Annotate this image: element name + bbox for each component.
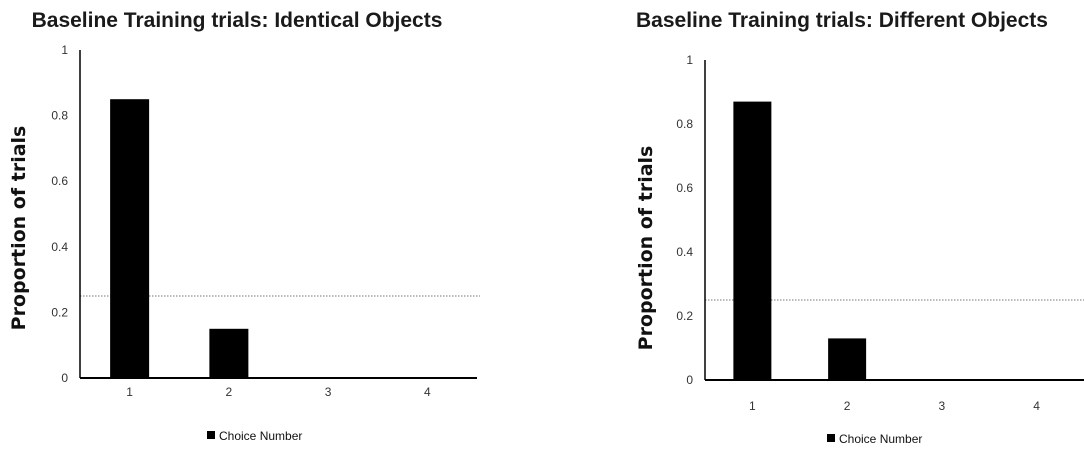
bar-choice-1 bbox=[110, 99, 150, 378]
legend-swatch bbox=[827, 434, 835, 442]
y-tick-label: 0.2 bbox=[51, 305, 68, 319]
y-tick-label: 0.2 bbox=[676, 309, 693, 323]
y-axis-label: Proportion of trials bbox=[635, 146, 657, 351]
legend-swatch bbox=[207, 431, 215, 439]
chart-different-objects: Baseline Training trials: Different Obje… bbox=[635, 9, 1084, 446]
chart-identical-objects: Baseline Training trials: Identical Obje… bbox=[8, 9, 480, 443]
x-tick-label: 1 bbox=[749, 399, 756, 413]
x-tick-label: 2 bbox=[844, 399, 851, 413]
y-tick-label: 0 bbox=[61, 371, 68, 385]
bar-choice-2 bbox=[828, 338, 867, 380]
legend-label: Choice Number bbox=[219, 429, 302, 443]
x-tick-label: 3 bbox=[939, 399, 946, 413]
x-tick-label: 3 bbox=[325, 385, 332, 399]
y-axis-label: Proportion of trials bbox=[8, 126, 30, 331]
bar-choice-1 bbox=[733, 101, 772, 380]
chart-title: Baseline Training trials: Different Obje… bbox=[636, 9, 1048, 32]
chart-title: Baseline Training trials: Identical Obje… bbox=[32, 9, 443, 32]
x-tick-label: 1 bbox=[126, 385, 133, 399]
y-tick-label: 0.6 bbox=[51, 174, 68, 188]
y-tick-label: 0 bbox=[686, 373, 693, 387]
y-tick-label: 0.8 bbox=[676, 117, 693, 131]
y-tick-label: 0.6 bbox=[676, 181, 693, 195]
x-tick-label: 4 bbox=[424, 385, 431, 399]
x-tick-label: 4 bbox=[1033, 399, 1040, 413]
bar-choice-2 bbox=[209, 328, 249, 378]
y-tick-label: 1 bbox=[686, 53, 693, 67]
y-tick-label: 0.4 bbox=[676, 245, 693, 259]
legend: Choice Number bbox=[207, 429, 302, 443]
legend: Choice Number bbox=[827, 432, 922, 446]
y-tick-label: 0.4 bbox=[51, 240, 68, 254]
legend-label: Choice Number bbox=[839, 432, 922, 446]
y-tick-label: 1 bbox=[61, 43, 68, 57]
x-tick-label: 2 bbox=[226, 385, 233, 399]
y-tick-label: 0.8 bbox=[51, 109, 68, 123]
